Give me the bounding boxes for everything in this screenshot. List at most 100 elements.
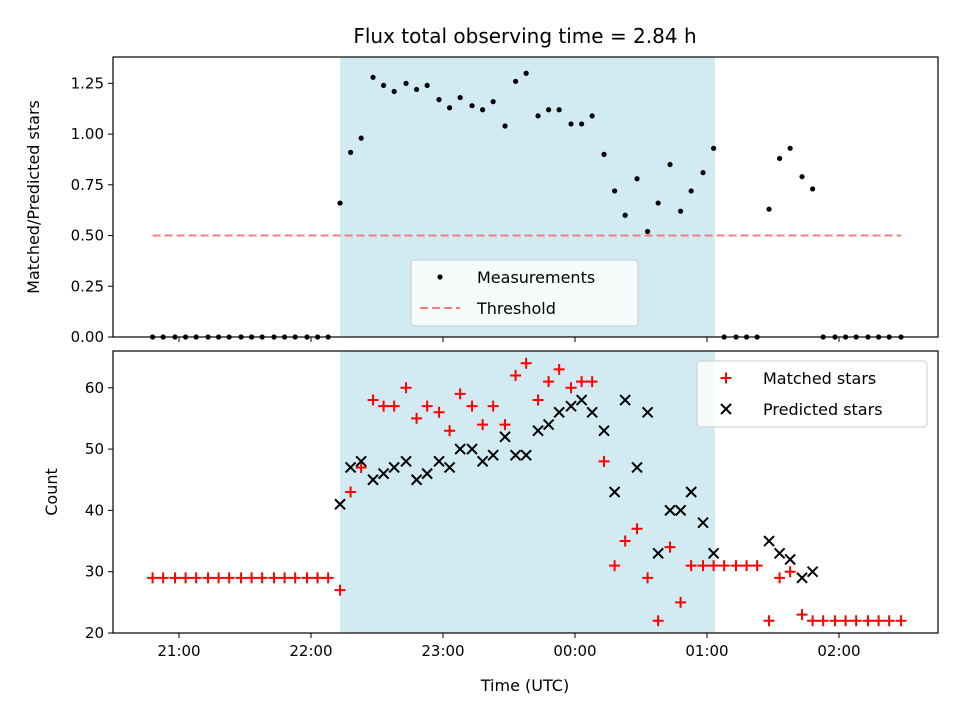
legend: Measurements Threshold: [410, 259, 639, 327]
matched-star-point: [862, 615, 874, 627]
matched-star-point: [883, 615, 895, 627]
predicted-star-point: [377, 467, 390, 480]
predicted-star-point: [608, 486, 621, 498]
legend: Matched stars Predicted stars: [696, 360, 928, 428]
measurement-point: [589, 113, 595, 119]
matched-star-point: [895, 615, 907, 627]
measurement-point: [645, 228, 651, 235]
x-tick-label: 01:00: [685, 642, 728, 660]
matched-star-point: [642, 572, 654, 584]
chart-title: Flux total observing time = 2.84 h: [353, 24, 696, 48]
matched-star-point: [718, 560, 730, 572]
predicted-star-point: [806, 565, 819, 578]
measurement-point: [523, 70, 529, 76]
predicted-star-point: [367, 474, 379, 486]
y-tick-label: 0.75: [71, 176, 104, 194]
measurement-point: [622, 212, 628, 218]
y-tick-label: 0.25: [71, 277, 104, 295]
predicted-star-point: [575, 394, 588, 406]
measurement-point: [799, 174, 805, 180]
y-tick-label: 20: [85, 624, 104, 642]
y-tick-label: 60: [85, 379, 104, 397]
predicted-star-point: [763, 535, 775, 547]
measurement-point: [424, 82, 430, 89]
matched-star-point: [235, 572, 247, 584]
measurement-point: [391, 88, 397, 95]
matched-star-point: [730, 560, 742, 572]
measurement-point: [766, 206, 772, 212]
matched-star-point: [312, 572, 324, 584]
predicted-star-point: [784, 553, 796, 566]
predicted-star-point: [334, 498, 346, 510]
x-tick-label: 23:00: [421, 642, 464, 660]
matched-star-point: [807, 615, 819, 627]
predicted-star-point: [631, 461, 643, 474]
legend-box: [696, 360, 928, 428]
matched-star-point: [345, 486, 357, 498]
matched-star-point: [763, 615, 775, 627]
predicted-star-point: [586, 406, 598, 419]
legend-label: Predicted stars: [763, 400, 883, 419]
measurement-point: [655, 200, 661, 206]
predicted-star-point: [565, 400, 577, 412]
predicted-star-point: [443, 461, 456, 474]
x-tick-label: 00:00: [553, 642, 596, 660]
predicted-star-point: [499, 431, 511, 443]
matched-star-point: [466, 400, 478, 412]
matched-star-point: [180, 572, 192, 584]
matched-star-point: [444, 425, 456, 437]
matched-star-point: [190, 572, 202, 584]
matched-star-point: [784, 566, 796, 578]
matched-star-point: [454, 388, 466, 400]
predicted-star-point: [388, 461, 400, 474]
measurement-point: [601, 151, 607, 157]
matched-star-point: [619, 535, 631, 547]
y-tick-label: 0.00: [71, 328, 104, 346]
measurement-point: [502, 123, 508, 129]
matched-star-point: [289, 572, 301, 584]
matched-star-point: [411, 412, 423, 424]
y-tick-label: 1.00: [71, 125, 104, 143]
matched-star-point: [553, 363, 565, 375]
predicted-star-point: [773, 547, 786, 560]
legend-measurement-swatch: [437, 274, 443, 280]
predicted-star-point: [509, 449, 522, 461]
measurement-point: [480, 107, 486, 113]
matched-star-point: [565, 382, 577, 394]
predicted-star-point: [454, 443, 466, 455]
y-tick-label: 0.50: [71, 227, 104, 245]
measurement-point: [688, 188, 694, 194]
x-tick-label: 02:00: [817, 642, 860, 660]
matched-star-point: [520, 357, 532, 369]
bottom-panel: 20 30 40 50 60 21:00 22:00 23:00 00:00 01:00 02:00…: [85, 350, 939, 660]
measurement-point: [711, 145, 717, 151]
measurement-point: [612, 188, 618, 194]
measurement-point: [634, 176, 640, 182]
matched-star-point: [850, 615, 862, 627]
legend-label: Threshold: [476, 299, 556, 318]
measurement-point: [535, 113, 541, 119]
predicted-star-point: [641, 406, 654, 419]
matched-star-point: [367, 394, 379, 406]
matched-star-point: [157, 572, 169, 584]
predicted-star-point: [532, 424, 544, 437]
x-tick-label: 22:00: [289, 642, 332, 660]
matched-star-point: [631, 523, 643, 535]
measurement-point: [556, 107, 562, 113]
matched-star-point: [322, 572, 334, 584]
top-panel: 0.00 0.25 0.50 0.75 1.00 1.25 Measurements Thre…: [71, 56, 939, 346]
predicted-star-point: [553, 406, 565, 419]
predicted-star-point: [487, 449, 499, 461]
measurement-point: [436, 97, 442, 103]
predicted-star-point: [476, 455, 489, 468]
measurement-point: [513, 78, 519, 84]
y-tick-label: 1.25: [71, 74, 104, 92]
predicted-star-point: [410, 474, 423, 486]
matched-star-point: [378, 400, 390, 412]
predicted-star-point: [421, 467, 433, 480]
predicted-star-point: [674, 504, 687, 517]
matched-star-point: [213, 572, 225, 584]
bottom-panel-y-axis-label: Count: [42, 468, 61, 516]
matched-star-point: [499, 419, 511, 431]
